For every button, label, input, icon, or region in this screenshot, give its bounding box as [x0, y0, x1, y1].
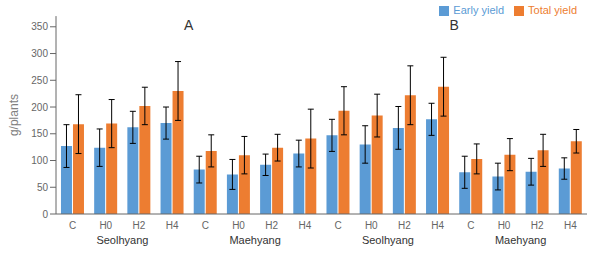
svg-text:250: 250	[31, 75, 48, 86]
svg-text:0: 0	[42, 209, 48, 220]
html-text:Total yield: Total yield	[528, 4, 577, 16]
svg-text:350: 350	[31, 21, 48, 32]
svg-text:H4: H4	[431, 220, 444, 231]
svg-text:H4: H4	[299, 220, 312, 231]
svg-text:C: C	[334, 220, 341, 231]
svg-text:H2: H2	[265, 220, 278, 231]
svg-text:C: C	[69, 220, 76, 231]
svg-text:100: 100	[31, 155, 48, 166]
svg-text:150: 150	[31, 128, 48, 139]
svg-text:A: A	[184, 17, 194, 33]
svg-text:C: C	[467, 220, 474, 231]
svg-text:C: C	[202, 220, 209, 231]
svg-text:Seolhyang: Seolhyang	[96, 234, 148, 246]
svg-text:H2: H2	[398, 220, 411, 231]
svg-text:H2: H2	[531, 220, 544, 231]
svg-text:H0: H0	[232, 220, 245, 231]
svg-text:H0: H0	[498, 220, 511, 231]
svg-text:200: 200	[31, 102, 48, 113]
svg-text:B: B	[450, 17, 459, 33]
svg-text:H2: H2	[133, 220, 146, 231]
svg-text:Maehyang: Maehyang	[229, 234, 280, 246]
svg-text:g/plants: g/plants	[7, 94, 21, 136]
svg-text:Seolhyang: Seolhyang	[362, 234, 414, 246]
svg-text:300: 300	[31, 48, 48, 59]
svg-text:H0: H0	[99, 220, 112, 231]
svg-text:Maehyang: Maehyang	[495, 234, 546, 246]
svg-text:H0: H0	[365, 220, 378, 231]
html-text:Early yield: Early yield	[453, 4, 505, 16]
svg-text:H4: H4	[166, 220, 179, 231]
svg-text:50: 50	[37, 182, 49, 193]
svg-text:H4: H4	[564, 220, 577, 231]
